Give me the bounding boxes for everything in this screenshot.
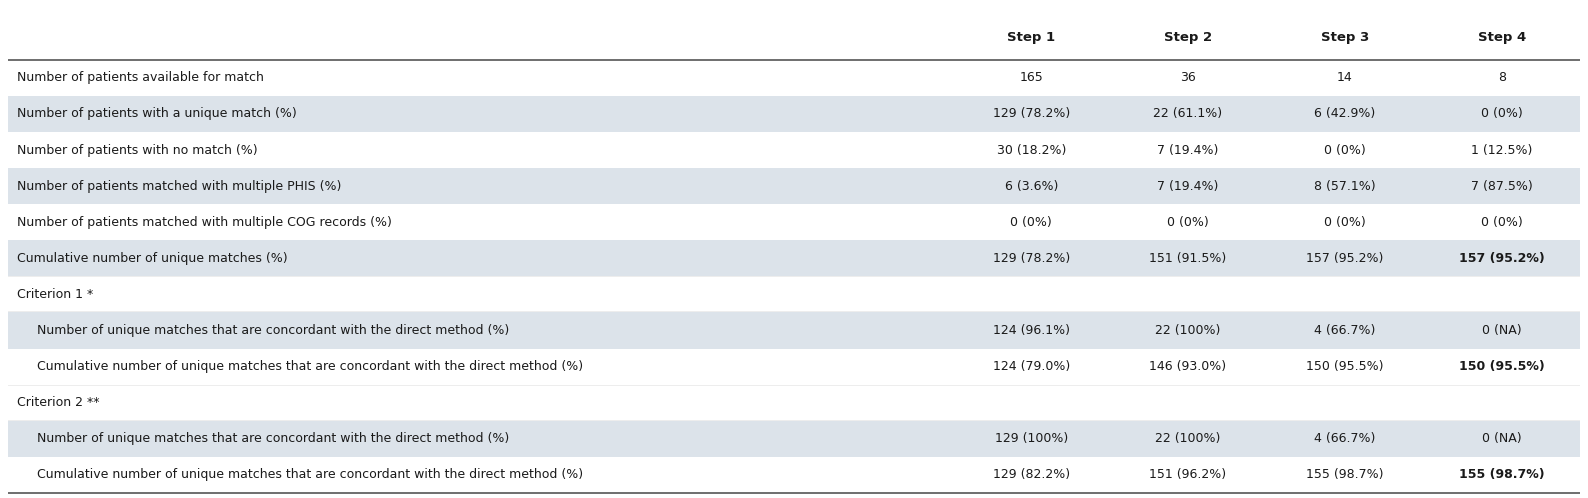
Text: 146 (93.0%): 146 (93.0%) [1150, 360, 1226, 373]
Text: 157 (95.2%): 157 (95.2%) [1459, 252, 1545, 265]
Text: Step 4: Step 4 [1477, 31, 1526, 44]
Text: 22 (61.1%): 22 (61.1%) [1153, 108, 1223, 121]
Text: 0 (NA): 0 (NA) [1482, 432, 1521, 445]
Text: Cumulative number of unique matches (%): Cumulative number of unique matches (%) [17, 252, 287, 265]
Text: Number of patients matched with multiple PHIS (%): Number of patients matched with multiple… [17, 180, 341, 193]
Text: 0 (0%): 0 (0%) [1324, 216, 1366, 229]
Text: Cumulative number of unique matches that are concordant with the direct method (: Cumulative number of unique matches that… [37, 469, 583, 482]
Text: 150 (95.5%): 150 (95.5%) [1459, 360, 1545, 373]
Text: 0 (NA): 0 (NA) [1482, 324, 1521, 337]
Text: 129 (82.2%): 129 (82.2%) [992, 469, 1070, 482]
Bar [8, 96, 1580, 132]
Text: Step 1: Step 1 [1007, 31, 1056, 44]
Text: 14: 14 [1337, 71, 1353, 84]
Text: 22 (100%): 22 (100%) [1156, 432, 1221, 445]
Bar [8, 132, 1580, 168]
Text: 0 (0%): 0 (0%) [1324, 143, 1366, 156]
Bar [8, 313, 1580, 349]
Text: Number of patients with a unique match (%): Number of patients with a unique match (… [17, 108, 297, 121]
Text: 7 (19.4%): 7 (19.4%) [1158, 143, 1218, 156]
Text: 129 (78.2%): 129 (78.2%) [992, 108, 1070, 121]
Text: 8: 8 [1497, 71, 1505, 84]
Text: 30 (18.2%): 30 (18.2%) [997, 143, 1066, 156]
Text: 8 (57.1%): 8 (57.1%) [1313, 180, 1375, 193]
Text: 0 (0%): 0 (0%) [1167, 216, 1208, 229]
Text: Number of patients matched with multiple COG records (%): Number of patients matched with multiple… [17, 216, 392, 229]
Text: 4 (66.7%): 4 (66.7%) [1315, 432, 1375, 445]
Text: 124 (96.1%): 124 (96.1%) [992, 324, 1070, 337]
Text: 6 (42.9%): 6 (42.9%) [1315, 108, 1375, 121]
Text: 4 (66.7%): 4 (66.7%) [1315, 324, 1375, 337]
Text: 129 (78.2%): 129 (78.2%) [992, 252, 1070, 265]
Text: 1 (12.5%): 1 (12.5%) [1470, 143, 1532, 156]
Text: 155 (98.7%): 155 (98.7%) [1305, 469, 1383, 482]
Bar [8, 457, 1580, 493]
Bar [8, 60, 1580, 96]
Text: Cumulative number of unique matches that are concordant with the direct method (: Cumulative number of unique matches that… [37, 360, 583, 373]
Text: 155 (98.7%): 155 (98.7%) [1459, 469, 1545, 482]
Text: 129 (100%): 129 (100%) [994, 432, 1067, 445]
Bar [8, 168, 1580, 204]
Text: 157 (95.2%): 157 (95.2%) [1307, 252, 1383, 265]
Text: 36: 36 [1180, 71, 1196, 84]
Text: 0 (0%): 0 (0%) [1480, 216, 1523, 229]
Text: Step 2: Step 2 [1164, 31, 1212, 44]
Text: Criterion 2 **: Criterion 2 ** [17, 396, 100, 409]
Text: Number of unique matches that are concordant with the direct method (%): Number of unique matches that are concor… [37, 324, 508, 337]
Bar [8, 204, 1580, 240]
Text: Number of patients available for match: Number of patients available for match [17, 71, 264, 84]
Text: 124 (79.0%): 124 (79.0%) [992, 360, 1070, 373]
Bar [8, 421, 1580, 457]
Text: 151 (96.2%): 151 (96.2%) [1150, 469, 1226, 482]
Text: 22 (100%): 22 (100%) [1156, 324, 1221, 337]
Text: Number of patients with no match (%): Number of patients with no match (%) [17, 143, 259, 156]
Text: 151 (91.5%): 151 (91.5%) [1150, 252, 1226, 265]
Text: 7 (87.5%): 7 (87.5%) [1470, 180, 1532, 193]
Text: Step 3: Step 3 [1321, 31, 1369, 44]
Text: 150 (95.5%): 150 (95.5%) [1305, 360, 1383, 373]
Bar [8, 349, 1580, 384]
Text: 6 (3.6%): 6 (3.6%) [1005, 180, 1058, 193]
Text: 165: 165 [1019, 71, 1043, 84]
Text: Number of unique matches that are concordant with the direct method (%): Number of unique matches that are concor… [37, 432, 508, 445]
Text: 0 (0%): 0 (0%) [1010, 216, 1053, 229]
Bar [8, 240, 1580, 276]
Text: 7 (19.4%): 7 (19.4%) [1158, 180, 1218, 193]
Text: 0 (0%): 0 (0%) [1480, 108, 1523, 121]
Text: Criterion 1 *: Criterion 1 * [17, 288, 94, 301]
